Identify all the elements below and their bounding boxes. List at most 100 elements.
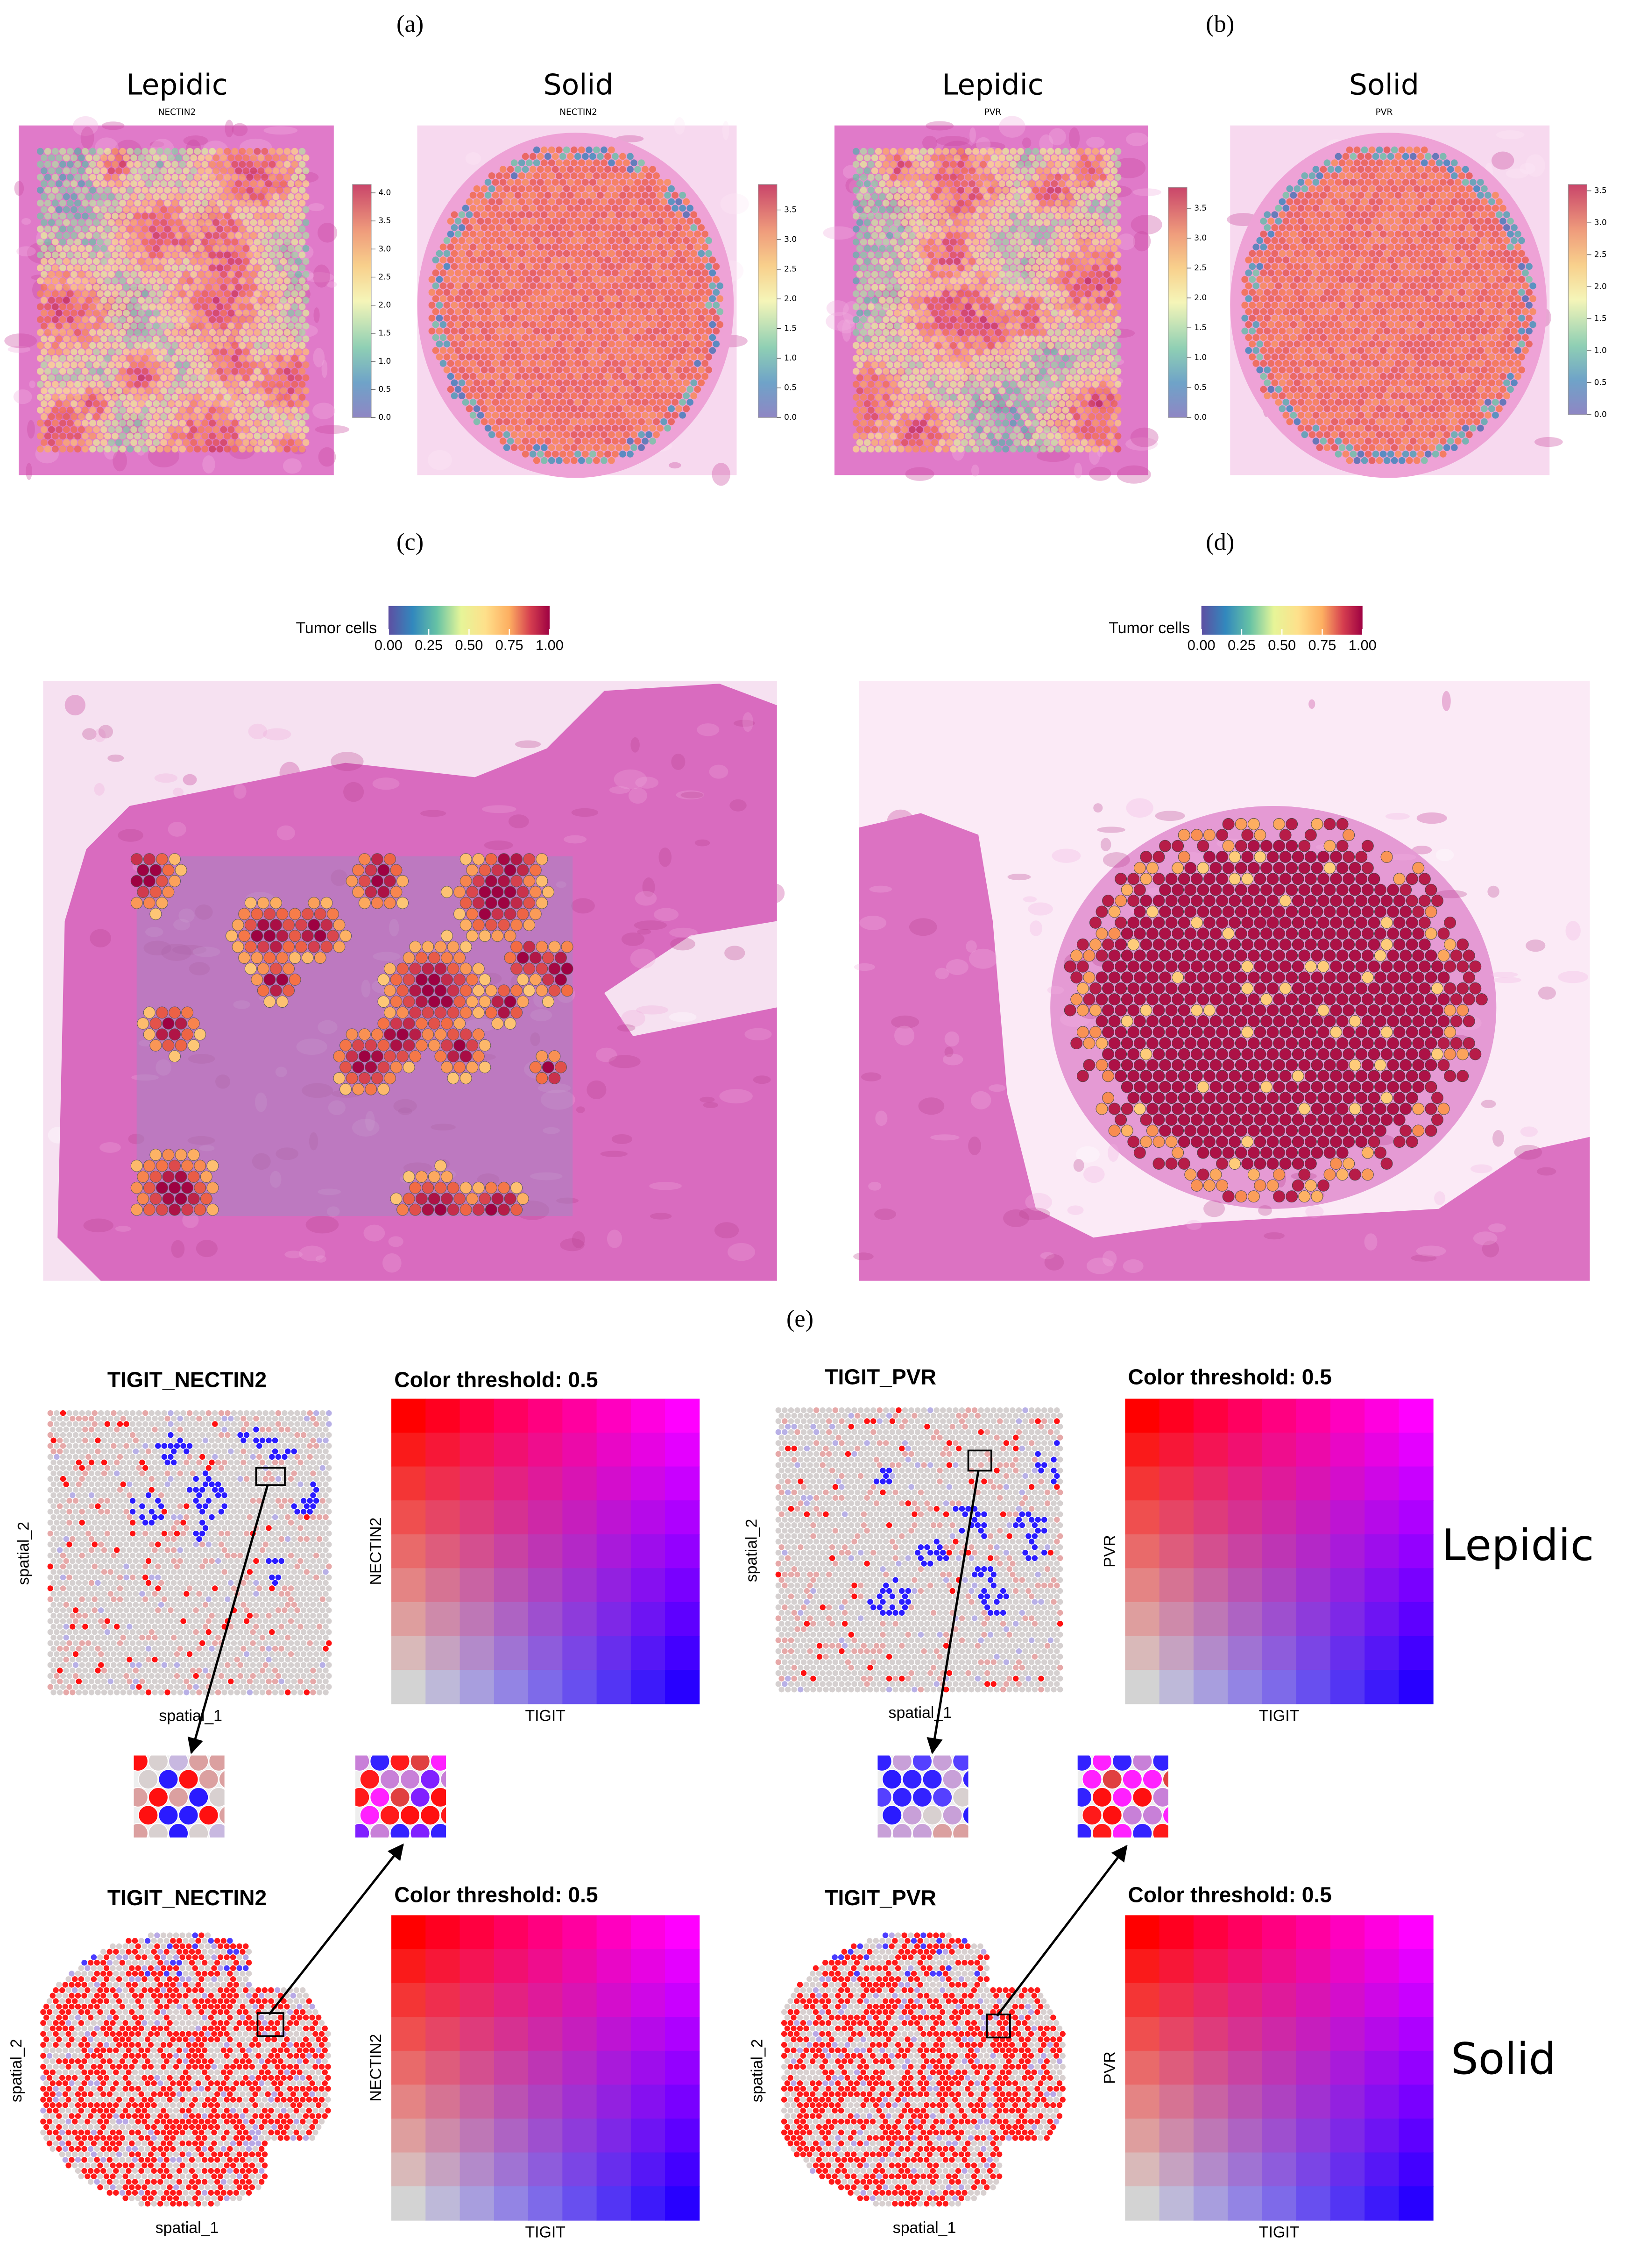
spot (965, 381, 972, 388)
spot (287, 361, 295, 368)
spot (686, 360, 694, 367)
spot (78, 439, 85, 446)
spot (138, 271, 145, 278)
spot (295, 322, 302, 330)
spot (239, 277, 246, 284)
tissue-texture (1133, 231, 1151, 252)
spot (119, 342, 126, 349)
spot (239, 407, 246, 414)
spot (153, 245, 160, 252)
spot (1107, 186, 1114, 194)
spot (905, 174, 912, 181)
spot (916, 297, 923, 304)
spot (634, 218, 641, 225)
spot (1081, 245, 1088, 252)
spot (1051, 310, 1058, 317)
spot (510, 405, 518, 412)
spot (1013, 374, 1021, 382)
spot (965, 264, 972, 272)
spot (987, 238, 994, 246)
spot (852, 381, 860, 388)
spot (961, 361, 968, 368)
spot (216, 316, 224, 323)
spot (649, 269, 656, 276)
spot (1036, 374, 1043, 382)
spot (145, 258, 152, 265)
spot (280, 271, 287, 278)
spot (863, 387, 871, 395)
spot (924, 232, 931, 239)
spot (138, 167, 145, 175)
spot (1032, 303, 1039, 311)
spot (1099, 355, 1107, 362)
spot (593, 392, 600, 399)
tissue-texture (313, 347, 325, 367)
spot (612, 295, 619, 303)
spot (968, 348, 976, 356)
spot (190, 271, 198, 278)
spot (134, 277, 141, 284)
spot (78, 310, 85, 317)
spot (1084, 303, 1092, 311)
spot (82, 226, 89, 233)
spot (660, 211, 667, 219)
spot (570, 340, 578, 348)
spot (93, 310, 100, 317)
spot (164, 251, 171, 259)
spot (878, 258, 886, 265)
spot (123, 258, 130, 265)
spot (972, 199, 979, 207)
tissue-texture (293, 171, 319, 183)
spot (40, 154, 48, 162)
spot (604, 153, 611, 160)
spot (89, 367, 96, 375)
spot (694, 256, 701, 264)
tissue-texture (720, 193, 749, 215)
spot (901, 348, 908, 356)
spot (701, 373, 709, 380)
spot (216, 290, 224, 297)
spot (36, 212, 44, 220)
spot (679, 243, 686, 251)
spot (492, 308, 499, 315)
spot (451, 379, 458, 387)
spot (127, 432, 134, 440)
spot (901, 400, 908, 407)
spot (66, 316, 74, 323)
spot (548, 211, 555, 219)
spot (638, 353, 645, 360)
spot (935, 174, 942, 181)
spot (484, 386, 492, 393)
spot (529, 308, 537, 315)
spot (428, 276, 436, 283)
spot (1036, 193, 1043, 200)
spot (1028, 348, 1036, 356)
spot (1002, 367, 1010, 375)
spot (134, 381, 141, 388)
spot (246, 342, 254, 349)
spot (160, 232, 167, 239)
spot (495, 431, 503, 438)
spot (968, 193, 976, 200)
spot (179, 432, 186, 440)
spot (593, 314, 600, 322)
spot (886, 180, 893, 187)
spot (469, 373, 477, 380)
spot (965, 407, 972, 414)
spot (642, 373, 649, 380)
spot (957, 226, 964, 233)
spot (518, 353, 525, 360)
spot (563, 263, 570, 270)
spot (991, 348, 998, 356)
spot (291, 174, 298, 181)
spot (112, 367, 119, 375)
spot (231, 329, 239, 336)
spot (1069, 161, 1077, 168)
spot (153, 310, 160, 317)
spot (852, 277, 860, 284)
colorbar-tick-label: 3.5 (378, 216, 391, 225)
spot (231, 407, 239, 414)
spot (224, 148, 231, 155)
spot (965, 174, 972, 181)
spot (1066, 219, 1073, 226)
